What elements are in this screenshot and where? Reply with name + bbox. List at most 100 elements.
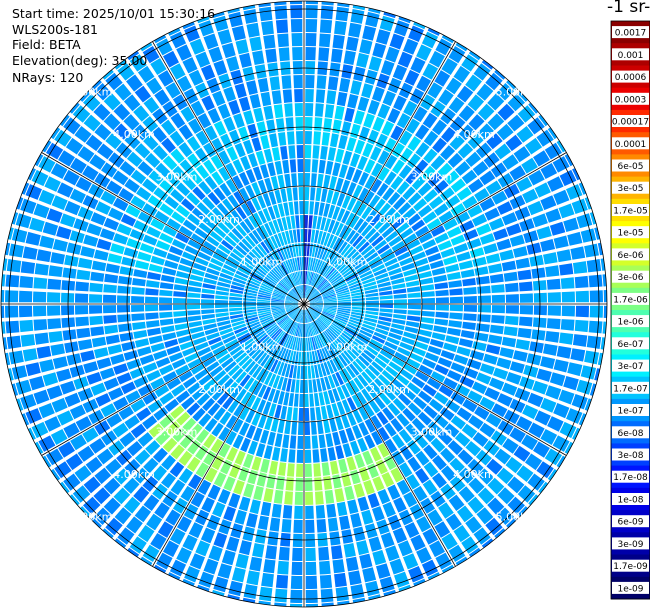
data-cell — [198, 181, 212, 195]
data-cell — [186, 456, 201, 472]
data-cell — [292, 272, 298, 286]
data-cell — [388, 235, 402, 247]
data-cell — [187, 286, 202, 293]
data-cell — [83, 93, 101, 112]
data-cell — [201, 299, 215, 304]
data-cell — [260, 241, 270, 254]
data-cell — [222, 264, 237, 273]
data-cell — [308, 291, 319, 301]
data-cell — [545, 265, 560, 277]
data-cell — [306, 351, 310, 365]
data-cell — [553, 189, 570, 205]
data-cell — [462, 321, 476, 330]
data-cell — [257, 515, 269, 530]
data-cell — [297, 323, 301, 337]
data-cell — [73, 218, 89, 232]
data-cell — [289, 291, 300, 301]
data-cell — [270, 176, 279, 190]
data-cell — [159, 282, 174, 290]
data-cell — [309, 305, 322, 311]
data-cell — [262, 401, 272, 416]
data-cell — [586, 259, 602, 273]
data-cell — [305, 477, 313, 491]
data-cell — [317, 420, 324, 435]
data-cell — [261, 572, 274, 588]
data-cell — [106, 180, 123, 195]
data-cell — [389, 272, 404, 281]
data-cell — [485, 72, 503, 91]
data-cell — [375, 327, 389, 336]
data-cell — [113, 487, 131, 505]
data-cell — [467, 496, 485, 514]
data-cell — [399, 341, 413, 351]
data-cell — [279, 317, 290, 328]
data-cell — [401, 262, 416, 272]
data-cell — [323, 299, 337, 302]
data-cell — [332, 474, 342, 489]
data-cell — [306, 309, 312, 322]
data-cell — [288, 364, 294, 378]
data-cell — [137, 346, 152, 357]
data-cell — [235, 388, 247, 402]
data-cell — [215, 299, 229, 304]
colorbar-title: -1 sr- — [607, 0, 650, 17]
data-cell — [133, 467, 150, 484]
data-cell — [460, 269, 475, 278]
data-cell — [387, 191, 401, 206]
data-cell — [421, 291, 435, 298]
colorbar-label-box — [612, 426, 649, 439]
data-cell — [472, 381, 488, 395]
data-cell — [120, 381, 136, 395]
data-cell — [198, 373, 212, 386]
data-cell — [344, 271, 357, 280]
data-cell — [377, 103, 391, 119]
colorbar-label-box — [612, 70, 649, 83]
data-cell — [38, 435, 56, 452]
data-cell — [332, 254, 343, 267]
data-cell — [156, 552, 173, 570]
data-cell — [277, 391, 285, 405]
data-cell — [221, 331, 235, 340]
data-cell — [260, 164, 270, 179]
data-cell — [301, 257, 304, 270]
data-cell — [311, 351, 317, 365]
data-cell — [468, 178, 484, 193]
data-cell — [320, 286, 333, 294]
data-cell — [273, 289, 287, 296]
data-cell — [304, 393, 309, 407]
data-cell — [432, 137, 447, 154]
data-cell — [328, 326, 339, 337]
data-cell — [336, 292, 350, 297]
data-cell — [330, 460, 339, 475]
data-cell — [267, 206, 276, 220]
data-cell — [267, 272, 279, 283]
data-cell — [318, 282, 330, 292]
data-cell — [107, 253, 123, 264]
data-cell — [475, 449, 492, 466]
data-cell — [448, 544, 466, 562]
data-cell — [46, 208, 63, 223]
data-cell — [142, 178, 158, 193]
data-cell — [315, 491, 324, 505]
data-cell — [189, 38, 205, 55]
data-cell — [213, 226, 227, 239]
data-cell — [449, 457, 465, 474]
data-cell — [331, 276, 344, 286]
data-cell — [373, 331, 387, 340]
data-cell — [36, 249, 52, 263]
data-cell — [318, 202, 325, 216]
data-cell — [105, 72, 123, 91]
data-cell — [235, 224, 247, 237]
data-cell — [9, 350, 24, 365]
data-cell — [289, 435, 297, 449]
data-cell — [187, 213, 201, 226]
data-cell — [150, 533, 167, 550]
data-cell — [287, 274, 295, 287]
data-cell — [211, 387, 225, 401]
data-cell — [490, 430, 507, 446]
data-cell — [119, 161, 136, 176]
data-cell — [182, 376, 197, 389]
data-cell — [152, 483, 168, 500]
data-cell — [270, 235, 279, 249]
data-cell — [407, 456, 422, 472]
